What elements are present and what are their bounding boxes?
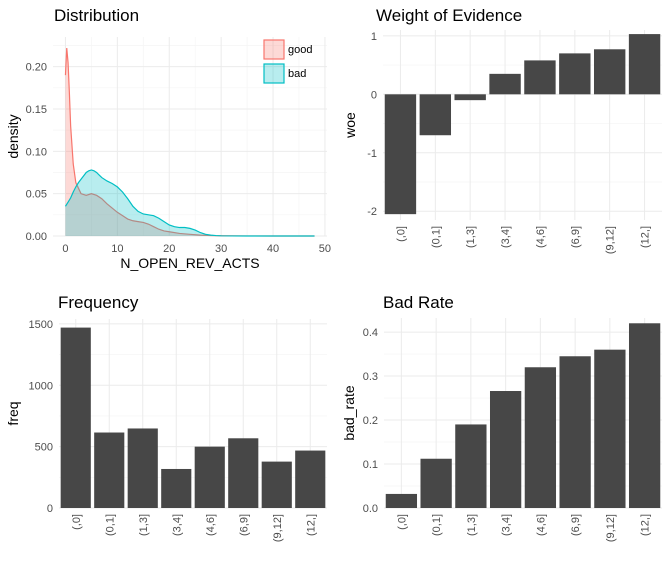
- y-axis-title: woe: [342, 112, 358, 139]
- y-tick-label: 0.0: [363, 503, 378, 515]
- y-tick-label: 0.10: [26, 146, 47, 158]
- x-tick-label: (1,3]: [465, 226, 477, 248]
- bar: [194, 446, 225, 508]
- bar: [524, 60, 556, 95]
- y-axis-title: freq: [5, 401, 21, 425]
- bar: [489, 391, 522, 508]
- legend-key-good: [263, 39, 285, 60]
- y-tick-label: 0.2: [363, 415, 378, 427]
- density-area-bad: [65, 169, 315, 236]
- legend-label-bad: bad: [288, 68, 306, 80]
- x-tick-label: (6,9]: [570, 514, 582, 536]
- y-tick-label: 500: [35, 442, 53, 454]
- woe-panel: -2 -1 0 1 (,0] (0,1] (1,3] (3,4] (4,6] (6,9] (9,12…: [342, 6, 662, 254]
- x-tick-label: (6,9]: [238, 514, 250, 536]
- x-tick-label: (6,9]: [570, 226, 582, 248]
- bar: [419, 94, 452, 136]
- legend-key-bad: [263, 63, 285, 84]
- x-tick-label: (12,]: [640, 226, 652, 248]
- x-tick-label: 40: [267, 243, 279, 255]
- y-axis-title: bad_rate: [341, 385, 357, 440]
- y-tick-label: 0: [371, 89, 377, 101]
- y-axis-title: density: [5, 114, 21, 158]
- x-tick-label: (,0]: [395, 226, 407, 242]
- x-tick-label: 20: [163, 243, 175, 255]
- y-tick-label: 0.15: [26, 104, 47, 116]
- density-area-good: [65, 48, 315, 237]
- x-tick-label: 10: [111, 243, 123, 255]
- density-line-bad: [64, 169, 315, 237]
- bar: [228, 438, 259, 508]
- y-tick-label: 0.4: [363, 327, 378, 339]
- y-tick-label: 0: [47, 503, 53, 515]
- x-tick-label: (4,6]: [535, 514, 547, 536]
- chart-title: Distribution: [54, 6, 139, 25]
- bar: [594, 349, 626, 508]
- bar: [385, 493, 418, 508]
- bar: [628, 323, 661, 508]
- bar: [559, 53, 591, 95]
- x-tick-label: (12,]: [305, 514, 317, 536]
- bar: [455, 424, 487, 508]
- x-tick-label: (9,12]: [605, 226, 617, 254]
- density-line-good: [64, 47, 315, 237]
- y-tick-label: -1: [367, 148, 377, 160]
- chart-title: Weight of Evidence: [376, 6, 522, 25]
- chart-title: Bad Rate: [383, 293, 454, 312]
- x-axis-title: N_OPEN_REV_ACTS: [120, 255, 259, 271]
- x-tick-label: (9,12]: [605, 514, 617, 542]
- x-tick-label: (0,1]: [104, 514, 116, 536]
- y-tick-label: 0.00: [26, 231, 47, 243]
- x-tick-label: (3,4]: [500, 226, 512, 248]
- x-tick-label: (3,4]: [171, 514, 183, 536]
- bar: [628, 34, 661, 95]
- x-tick-label: (1,3]: [138, 514, 150, 536]
- bar: [127, 428, 158, 508]
- bar: [593, 49, 626, 95]
- x-tick-label: 30: [215, 243, 227, 255]
- distribution-panel: 0.00 0.05 0.10 0.15 0.20 0 10 20 30 40 50 Distribut…: [5, 6, 331, 271]
- x-tick-label: (3,4]: [501, 514, 513, 536]
- y-tick-label: 0.05: [26, 189, 47, 201]
- y-tick-label: 1500: [29, 319, 53, 331]
- y-tick-label: 0.1: [363, 459, 378, 471]
- x-tick-label: (,0]: [71, 514, 83, 530]
- x-tick-label: (4,6]: [205, 514, 217, 536]
- x-tick-label: (,0]: [396, 514, 408, 530]
- x-tick-label: (9,12]: [272, 514, 284, 542]
- bar: [384, 94, 417, 215]
- bar: [60, 327, 91, 508]
- x-tick-label: 0: [62, 243, 68, 255]
- x-tick-label: (4,6]: [535, 226, 547, 248]
- badrate-panel: 0.0 0.1 0.2 0.3 0.4 (,0] (0,1] (1,3] (3,4] (4,6] (…: [341, 293, 662, 542]
- y-tick-label: 1: [371, 31, 377, 43]
- bar: [454, 94, 486, 101]
- legend-label-good: good: [288, 44, 312, 56]
- chart-title: Frequency: [58, 293, 139, 312]
- bar: [261, 461, 292, 508]
- bar: [524, 367, 557, 508]
- x-tick-label: 50: [319, 243, 331, 255]
- y-tick-label: 0.3: [363, 371, 378, 383]
- x-tick-label: (12,]: [640, 514, 652, 536]
- y-tick-label: 0.20: [26, 62, 47, 74]
- bar: [94, 432, 125, 508]
- y-tick-label: 1000: [29, 380, 53, 392]
- bar: [295, 450, 326, 508]
- y-tick-label: -2: [367, 206, 377, 218]
- bar: [420, 458, 452, 508]
- bar: [489, 73, 521, 95]
- bar: [161, 468, 192, 508]
- x-tick-label: (0,1]: [431, 514, 443, 536]
- x-tick-label: (1,3]: [466, 514, 478, 536]
- frequency-panel: 0 500 1000 1500 (,0] (0,1] (1,3] (3,4] (4,6] (6,9…: [5, 293, 327, 542]
- x-tick-label: (0,1]: [430, 226, 442, 248]
- bar: [559, 356, 591, 508]
